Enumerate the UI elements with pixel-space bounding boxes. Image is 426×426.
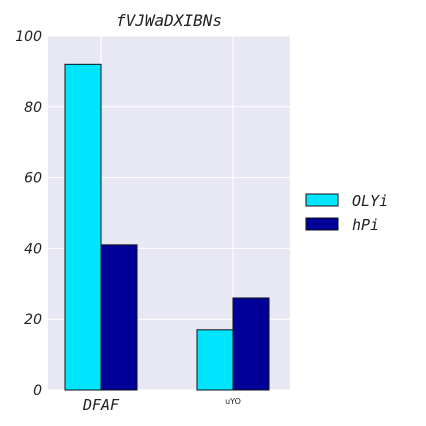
- legend-label: hPi: [352, 216, 379, 234]
- legend-swatch-OLYi: [305, 193, 339, 207]
- legend-label: OLYi: [352, 192, 388, 210]
- bar-hPi-uYO: [232, 297, 270, 391]
- bar-OLYi-uYO: [196, 329, 234, 391]
- x-tick-label: uYO: [225, 397, 241, 406]
- bars: [64, 63, 270, 391]
- y-axis-ticks: 0 20 40 60 80 100: [15, 29, 42, 399]
- bar-OLYi-DFAF: [64, 63, 102, 391]
- legend: OLYi hPi: [305, 192, 388, 234]
- y-tick-label: 80: [24, 100, 42, 116]
- x-axis-ticks: DFAF uYO: [82, 396, 241, 414]
- y-tick-label: 0: [33, 383, 42, 399]
- chart-title: fVJWaDXIBNs: [116, 11, 222, 30]
- y-tick-label: 40: [24, 241, 42, 257]
- y-tick-label: 60: [24, 171, 42, 187]
- y-tick-label: 100: [15, 29, 42, 45]
- bar-hPi-DFAF: [100, 244, 138, 391]
- y-tick-label: 20: [24, 312, 42, 328]
- x-tick-label: DFAF: [82, 396, 120, 414]
- legend-swatch-hPi: [305, 217, 339, 231]
